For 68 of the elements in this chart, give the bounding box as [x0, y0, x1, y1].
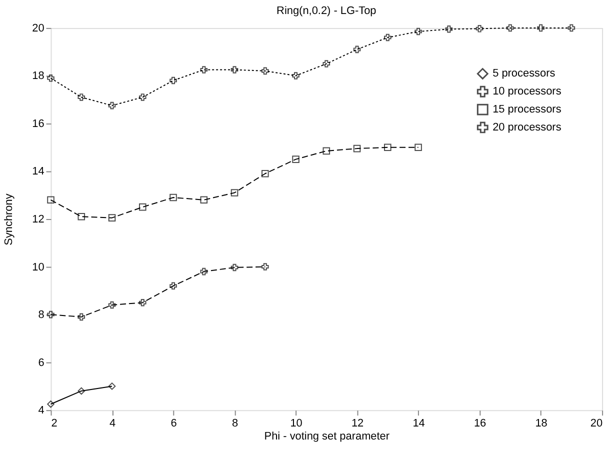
legend-label: 10 processors — [492, 86, 562, 98]
y-tick-label: 4 — [38, 404, 44, 417]
point — [47, 74, 54, 82]
legend-label: 15 processors — [492, 104, 562, 116]
x-tick-label: 12 — [351, 418, 364, 430]
point — [108, 301, 116, 309]
point — [170, 76, 177, 84]
point — [78, 387, 86, 395]
point — [292, 72, 300, 80]
point — [262, 170, 269, 178]
legend-label: 20 processors — [492, 121, 562, 134]
y-tick-label: 16 — [32, 118, 44, 130]
y-axis-title: Synchrony — [3, 193, 16, 246]
point — [47, 196, 54, 204]
point — [78, 94, 86, 101]
x-tick-label: 16 — [474, 418, 486, 430]
point — [384, 144, 392, 152]
point — [78, 212, 86, 220]
x-tick-label: 8 — [232, 418, 238, 430]
point — [138, 203, 146, 211]
point — [200, 268, 208, 276]
point — [445, 25, 453, 33]
point — [262, 263, 269, 270]
point — [200, 66, 208, 74]
point — [568, 24, 576, 32]
x-tick-label: 4 — [109, 418, 116, 430]
x-tick-label: 6 — [170, 418, 177, 430]
point — [506, 24, 514, 32]
point — [292, 156, 300, 163]
point — [353, 144, 361, 152]
point — [476, 25, 484, 32]
x-axis-title: Phi - voting set parameter — [264, 430, 390, 442]
legend-label: 5 processors — [492, 68, 556, 80]
y-tick-label: 8 — [38, 309, 44, 322]
point — [230, 66, 238, 74]
x-tick-label: 14 — [412, 418, 425, 430]
x-tick-label: 10 — [290, 418, 302, 430]
point — [170, 282, 177, 290]
y-tick-label: 6 — [38, 356, 44, 369]
point — [108, 102, 116, 110]
point — [414, 28, 422, 36]
point — [108, 382, 116, 390]
x-tick-label: 20 — [590, 418, 603, 430]
point — [200, 196, 208, 204]
point — [138, 94, 146, 101]
point — [230, 189, 238, 196]
y-tick-label: 12 — [32, 214, 44, 226]
point — [108, 214, 116, 222]
point — [414, 144, 422, 152]
point — [47, 310, 54, 318]
point — [384, 34, 392, 42]
point — [322, 60, 330, 68]
x-tick-label: 18 — [535, 418, 548, 430]
chart-title: Ring(n,0.2) - LG-Top — [276, 5, 376, 18]
point — [47, 400, 54, 408]
point — [353, 46, 361, 54]
point — [230, 264, 238, 272]
point — [78, 313, 86, 321]
point — [138, 298, 146, 306]
point — [537, 24, 544, 32]
point — [170, 194, 177, 202]
point — [262, 67, 269, 75]
y-tick-label: 14 — [32, 166, 44, 178]
y-tick-label: 18 — [32, 70, 44, 82]
x-tick-label: 2 — [51, 418, 58, 430]
y-tick-label: 20 — [32, 22, 44, 34]
y-tick-label: 10 — [32, 261, 44, 274]
point — [322, 147, 330, 155]
